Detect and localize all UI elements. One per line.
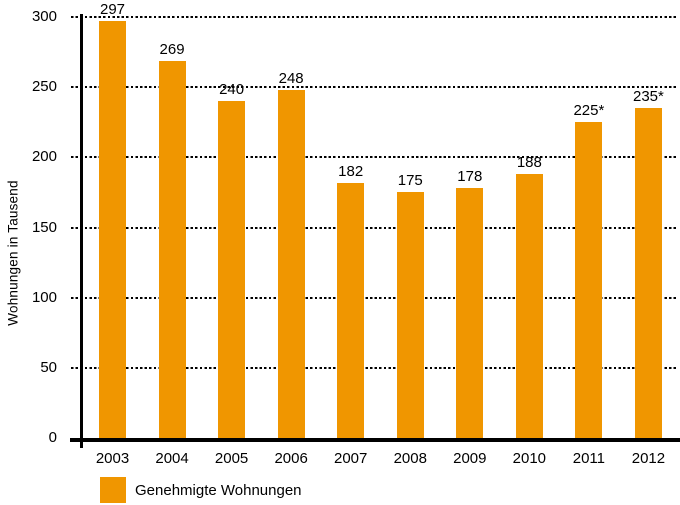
value-label-2004: 269 [159,40,185,58]
x-tick-label-2010: 2010 [512,450,547,467]
x-tick-label-2008: 2008 [393,450,427,467]
x-tick-label-2005: 2005 [214,450,249,467]
legend-swatch [100,477,126,503]
value-label-2006: 248 [278,69,304,87]
bar-2011 [575,122,603,438]
gridline-150 [71,226,676,229]
value-label-2008: 175 [397,172,423,190]
bar-2009 [456,188,484,438]
value-label-2005: 240 [219,81,245,99]
x-tick-label-2011: 2011 [572,450,606,467]
bar-2003 [99,21,126,438]
x-tick-label-2009: 2009 [453,450,487,467]
y-axis-line [80,14,83,448]
y-tick-label-100: 100 [31,288,57,306]
bar-2004 [158,60,186,438]
x-tick-label-2003: 2003 [95,450,130,467]
value-label-2009: 178 [457,168,483,186]
bar-2012 [634,108,662,438]
value-label-2012: 235* [633,88,664,106]
gridline-300 [71,16,676,18]
legend: Genehmigte Wohnungen [100,477,302,503]
bar-2006 [277,89,305,438]
y-tick-label-50: 50 [40,358,57,376]
value-label-2010: 188 [516,154,542,172]
y-tick-label-250: 250 [31,78,57,96]
bar-2010 [515,174,543,438]
value-label-2011: 225* [573,102,605,120]
x-tick-label-2006: 2006 [274,450,308,467]
bar-2005 [218,101,246,438]
x-tick-label-2012: 2012 [631,450,666,467]
gridline-100 [71,296,676,299]
value-label-2007: 182 [338,162,364,180]
bar-2008 [396,192,424,438]
value-label-2003: 297 [99,1,126,19]
gridline-50 [71,366,676,369]
bar-2007 [337,182,365,438]
gridline-250 [71,86,676,89]
x-axis-line [70,438,680,442]
x-tick-label-2004: 2004 [155,450,189,467]
y-tick-label-150: 150 [31,218,57,236]
x-tick-label-2007: 2007 [334,450,368,467]
gridline-200 [71,156,676,159]
y-tick-label-300: 300 [31,8,57,25]
y-tick-label-0: 0 [48,429,57,446]
legend-label: Genehmigte Wohnungen [135,481,302,499]
y-tick-label-200: 200 [31,148,57,166]
